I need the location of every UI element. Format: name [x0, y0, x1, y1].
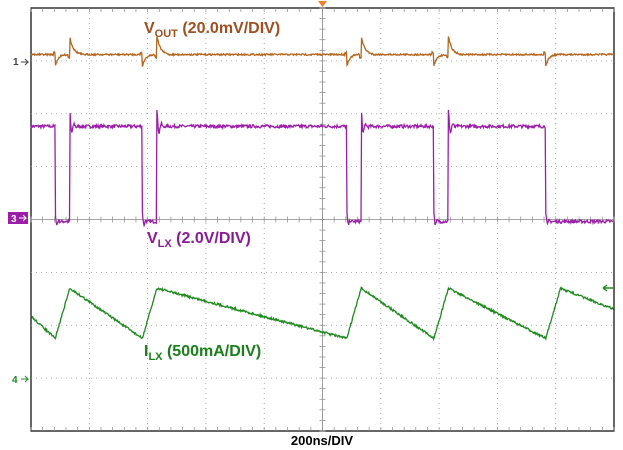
ilx-trace — [30, 286, 614, 342]
svg-text:3: 3 — [11, 214, 17, 225]
svg-text:1: 1 — [13, 57, 19, 68]
vout-trace — [30, 36, 615, 68]
channel-1-marker: 1 — [13, 57, 30, 68]
channel-3-marker: 3 — [8, 212, 28, 225]
grid — [30, 7, 615, 432]
vout-label: VOUT (20.0mV/DIV) — [144, 20, 280, 40]
vlx-label: VLX (2.0V/DIV) — [147, 230, 251, 250]
vlx-trace — [30, 109, 615, 228]
trigger-marker — [318, 1, 327, 7]
channel-4-marker: 4 — [12, 375, 30, 386]
ilx-label: ILX (500mA/DIV) — [144, 343, 261, 363]
traces — [30, 36, 615, 342]
svg-text:4: 4 — [12, 375, 18, 386]
ilx-reference-arrow — [602, 284, 614, 292]
x-axis-label: 200ns/DIV — [291, 433, 353, 448]
